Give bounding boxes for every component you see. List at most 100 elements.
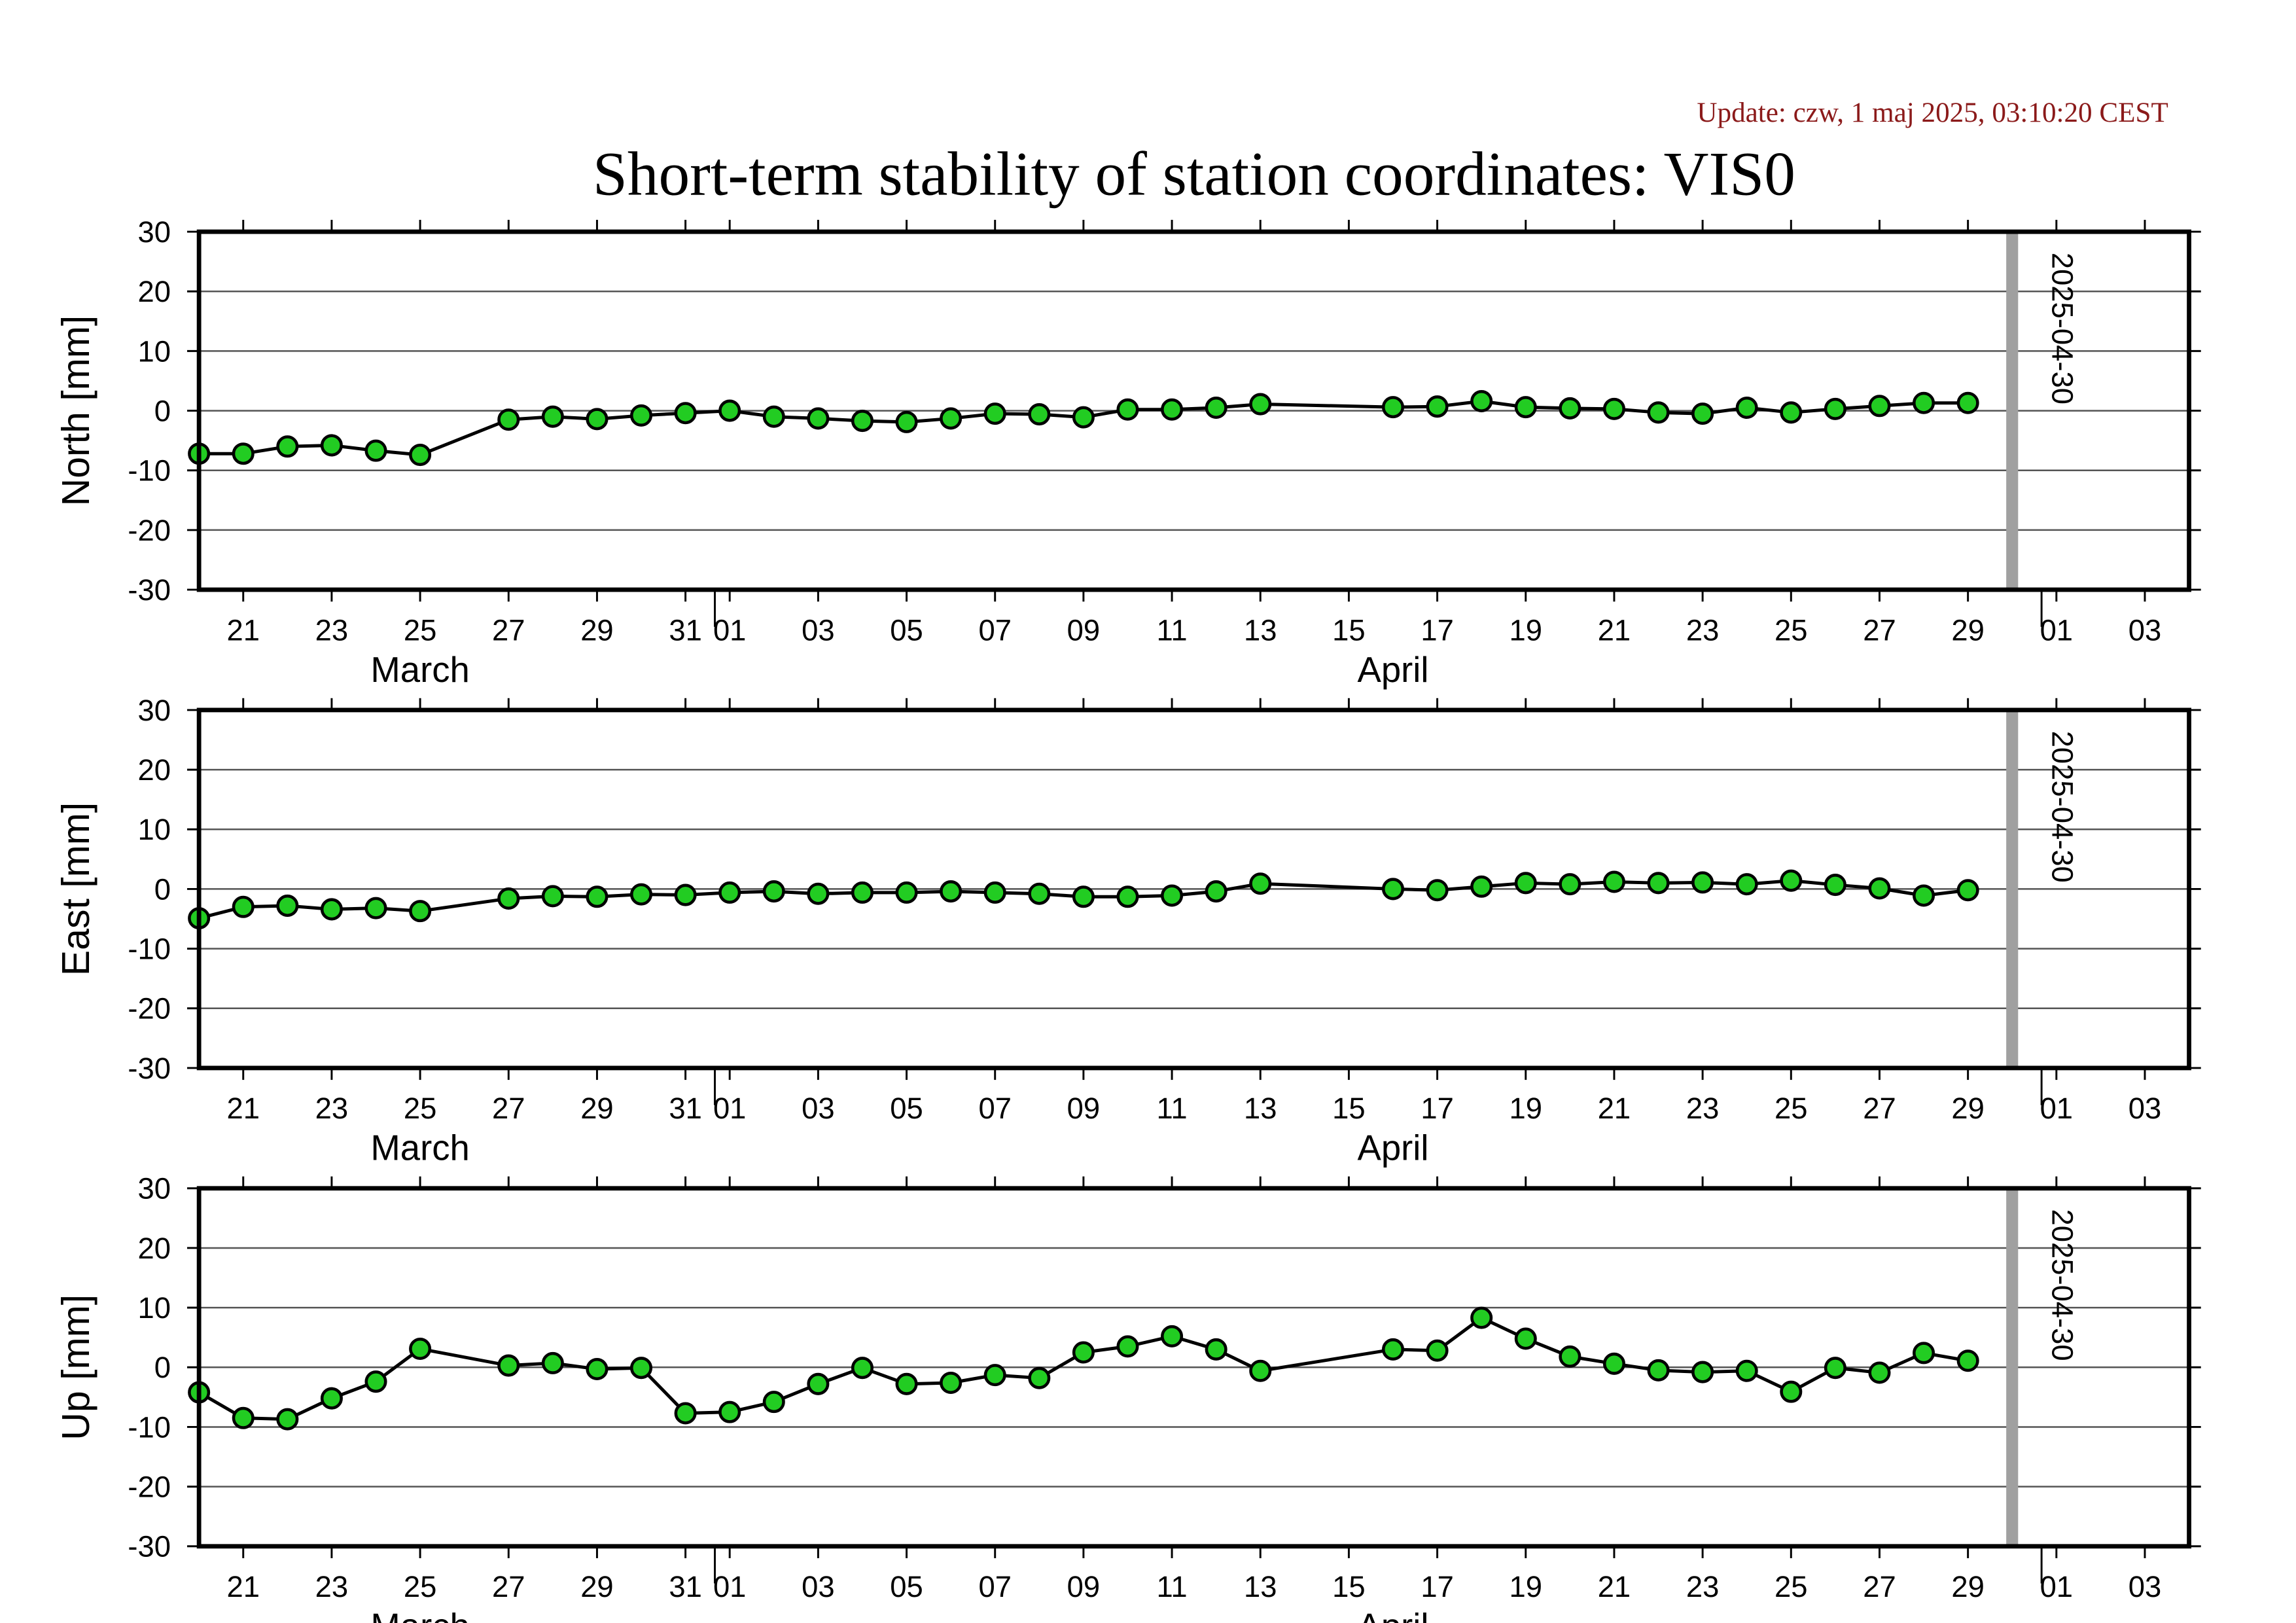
data-point	[497, 887, 520, 910]
data-point	[541, 405, 564, 428]
data-point	[1691, 871, 1714, 894]
x-tick-label: 21	[1598, 613, 1631, 647]
data-point	[232, 442, 255, 465]
data-point	[1072, 406, 1095, 429]
y-tick-label: 20	[138, 275, 171, 308]
data-point	[1647, 1359, 1670, 1382]
x-tick-label: 07	[978, 1570, 1011, 1603]
data-point	[807, 407, 830, 430]
data-point	[1470, 875, 1493, 898]
y-tick-label: 30	[138, 694, 171, 727]
chart-panel: 30 20 10 0 -10 -20 -30 North [mm] 21 23 25 27 29 31 01…	[54, 215, 2201, 690]
data-point	[1028, 403, 1051, 426]
y-tick-label: 10	[138, 1291, 171, 1325]
x-tick-label: 31	[669, 1570, 701, 1603]
data-point	[1161, 1325, 1184, 1347]
data-point	[1602, 870, 1625, 893]
x-tick-label: 17	[1421, 613, 1453, 647]
data-point	[762, 1391, 785, 1414]
data-point	[364, 1370, 387, 1393]
data-point	[1514, 1327, 1537, 1350]
y-tick-label: -10	[128, 1410, 171, 1444]
x-tick-label: 29	[1951, 1570, 1984, 1603]
data-point	[1205, 396, 1227, 419]
data-point	[1470, 389, 1493, 413]
y-axis-label: Up [mm]	[54, 1294, 97, 1440]
plot-frame	[196, 707, 2191, 1071]
x-tick-label: 25	[1775, 1092, 1807, 1125]
x-tick-label: 21	[1598, 1092, 1631, 1125]
month-label: April	[1358, 650, 1429, 690]
figure-title: Short-term stability of station coordina…	[593, 139, 1795, 208]
chart-panel: 30 20 10 0 -10 -20 -30 East [mm] 21 23 25 27 29 31 01 0…	[54, 694, 2201, 1168]
x-tick-label: 03	[802, 613, 834, 647]
data-point	[983, 881, 1006, 904]
data-point	[1780, 869, 1803, 892]
y-tick-label: 30	[138, 215, 171, 249]
plot-frame	[196, 229, 2191, 592]
x-tick-label: 23	[1686, 1092, 1719, 1125]
x-tick-label: 11	[1157, 1092, 1188, 1125]
x-tick-label: 29	[580, 1570, 613, 1603]
data-point	[1249, 872, 1272, 895]
x-tick-label: 27	[492, 613, 525, 647]
data-point	[1072, 885, 1095, 908]
y-tick-label: 0	[154, 1351, 171, 1384]
x-tick-label: 29	[580, 1092, 613, 1125]
x-tick-label: 13	[1244, 1570, 1277, 1603]
data-point	[807, 1372, 830, 1395]
x-tick-label: 05	[890, 613, 923, 647]
data-point	[1161, 398, 1184, 421]
x-tick-label: 21	[226, 1570, 259, 1603]
x-tick-label: 27	[1863, 613, 1896, 647]
data-point	[895, 881, 918, 904]
date-marker-label: 2025-04-30	[2046, 253, 2079, 404]
x-tick-label: 15	[1332, 1570, 1365, 1603]
x-tick-label: 23	[315, 1570, 348, 1603]
chart-panel: 30 20 10 0 -10 -20 -30 Up [mm] 21 23 25 27 29 31 01 03 0…	[54, 1172, 2201, 1623]
y-tick-label: 30	[138, 1172, 171, 1205]
x-tick-label: 29	[1951, 1092, 1984, 1125]
x-tick-label: 21	[226, 613, 259, 647]
data-point	[497, 1354, 520, 1377]
data-point	[1249, 1359, 1272, 1382]
data-point	[232, 895, 255, 918]
data-point	[1028, 1366, 1051, 1389]
data-point	[586, 885, 609, 908]
date-marker-label: 2025-04-30	[2046, 731, 2079, 883]
plot-frame	[196, 1186, 2191, 1549]
data-point	[320, 898, 343, 921]
data-point	[1161, 884, 1184, 907]
data-point	[983, 402, 1006, 425]
data-point	[1426, 879, 1449, 902]
y-tick-label: 10	[138, 813, 171, 846]
x-tick-label: 29	[1951, 613, 1984, 647]
y-tick-label: -20	[128, 992, 171, 1026]
data-point	[276, 435, 299, 458]
x-tick-label: 19	[1510, 613, 1542, 647]
y-axis-label: East [mm]	[54, 802, 97, 976]
month-label: March	[370, 650, 469, 690]
data-point	[1691, 402, 1714, 425]
y-tick-label: 20	[138, 1232, 171, 1265]
data-point	[1559, 397, 1581, 419]
data-point	[762, 880, 785, 903]
x-tick-label: 19	[1510, 1570, 1542, 1603]
data-point	[1559, 873, 1581, 896]
x-tick-label: 01	[713, 1570, 746, 1603]
x-tick-label: 03	[2128, 1570, 2161, 1603]
month-label: March	[370, 1128, 469, 1168]
month-label: March	[370, 1607, 469, 1623]
x-tick-label: 31	[669, 613, 701, 647]
data-point	[1780, 401, 1803, 424]
data-point	[409, 1338, 432, 1361]
x-tick-label: 01	[713, 1092, 746, 1125]
data-point	[1956, 1349, 1979, 1372]
x-tick-label: 05	[890, 1570, 923, 1603]
data-point	[1735, 1359, 1758, 1382]
data-point	[232, 1406, 255, 1429]
data-point	[1647, 872, 1670, 895]
x-tick-label: 03	[2128, 613, 2161, 647]
data-point	[629, 883, 653, 906]
